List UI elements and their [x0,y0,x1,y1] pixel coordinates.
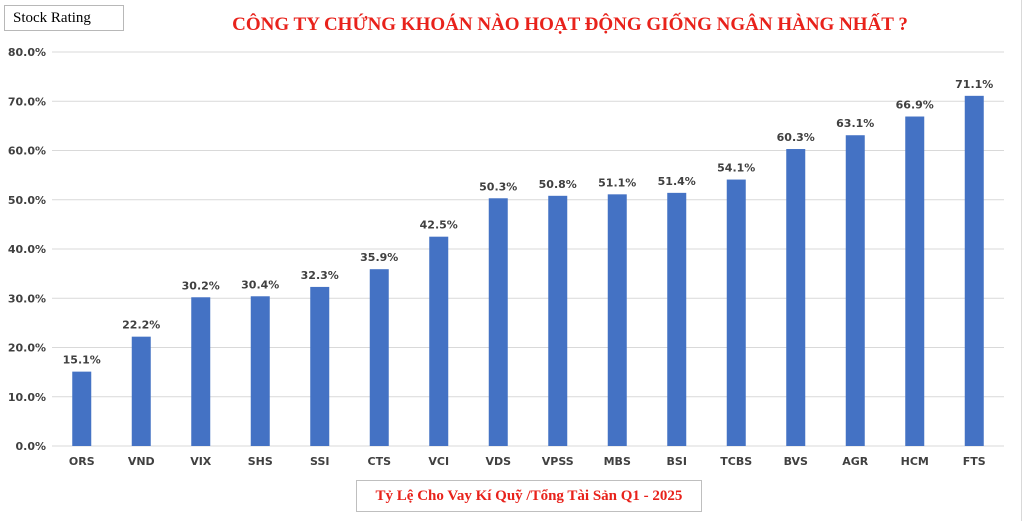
data-label: 54.1% [717,162,755,175]
data-label: 50.8% [539,178,577,191]
x-tick-label: FTS [963,455,986,468]
data-label: 51.4% [658,175,696,188]
stock-rating-tag: Stock Rating [4,5,124,31]
bar-hcm [905,116,925,446]
y-tick-label: 50.0% [8,194,46,207]
x-tick-label: CTS [368,455,392,468]
data-label: 30.2% [182,279,220,292]
legend-entry: Tỷ Lệ Cho Vay Kí Quỹ /Tổng Tài Sản Q1 - … [356,480,702,512]
y-tick-label: 30.0% [8,292,46,305]
x-axis-ticks: ORS VND VIX SHS SSI CTS VCI VDS VPSS MBS BSI TCBS BV… [69,455,986,468]
x-tick-label: SHS [248,455,273,468]
chart-title: CÔNG TY CHỨNG KHOÁN NÀO HOẠT ĐỘNG GIỐNG … [232,14,908,35]
x-tick-label: BVS [784,455,808,468]
data-label: 50.3% [479,180,517,193]
x-tick-label: AGR [842,455,869,468]
bar-vci [429,236,449,446]
x-tick-label: SSI [310,455,329,468]
x-tick-label: MBS [604,455,631,468]
x-tick-label: ORS [69,455,95,468]
x-tick-label: VND [128,455,155,468]
bar-vnd [131,336,151,446]
bar-tcbs [726,179,746,446]
data-label: 30.4% [241,278,279,291]
data-label: 63.1% [836,117,874,130]
bar-shs [250,296,270,446]
data-label: 51.1% [598,176,636,189]
y-tick-label: 40.0% [8,243,46,256]
x-tick-label: TCBS [720,455,752,468]
data-label: 22.2% [122,319,160,332]
y-tick-label: 0.0% [15,440,46,453]
data-labels: 15.1% 22.2% 30.2% 30.4% 32.3% 35.9% 42.5% 50.3%… [63,78,994,367]
y-axis-ticks: 0.0% 10.0% 20.0% 30.0% 40.0% 50.0% 60.0% 70.0% 8… [8,46,46,453]
data-label: 42.5% [420,219,458,232]
bar-vds [488,198,508,446]
gridlines [52,51,1004,447]
data-label: 60.3% [777,131,815,144]
data-label: 35.9% [360,251,398,264]
x-tick-label: VCI [428,455,449,468]
y-tick-label: 80.0% [8,46,46,59]
data-label: 66.9% [896,99,934,112]
plot-border [1021,0,1022,521]
bar-ors [72,371,92,446]
y-tick-label: 70.0% [8,95,46,108]
x-tick-label: VIX [190,455,212,468]
bars [72,95,984,447]
bar-agr [845,135,865,447]
data-label: 32.3% [301,269,339,282]
x-tick-label: VDS [485,455,511,468]
x-tick-label: BSI [667,455,687,468]
x-tick-label: HCM [901,455,929,468]
bar-cts [369,269,389,446]
bar-bvs [786,149,806,446]
data-label: 15.1% [63,354,101,367]
bar-fts [964,95,984,447]
bar-ssi [310,286,330,446]
y-tick-label: 60.0% [8,145,46,158]
x-tick-label: VPSS [542,455,574,468]
bar-bsi [667,192,687,446]
bar-vpss [548,195,568,446]
data-label: 71.1% [955,78,993,91]
bar-mbs [607,194,627,446]
bar-vix [191,297,211,446]
y-tick-label: 20.0% [8,342,46,355]
y-tick-label: 10.0% [8,391,46,404]
